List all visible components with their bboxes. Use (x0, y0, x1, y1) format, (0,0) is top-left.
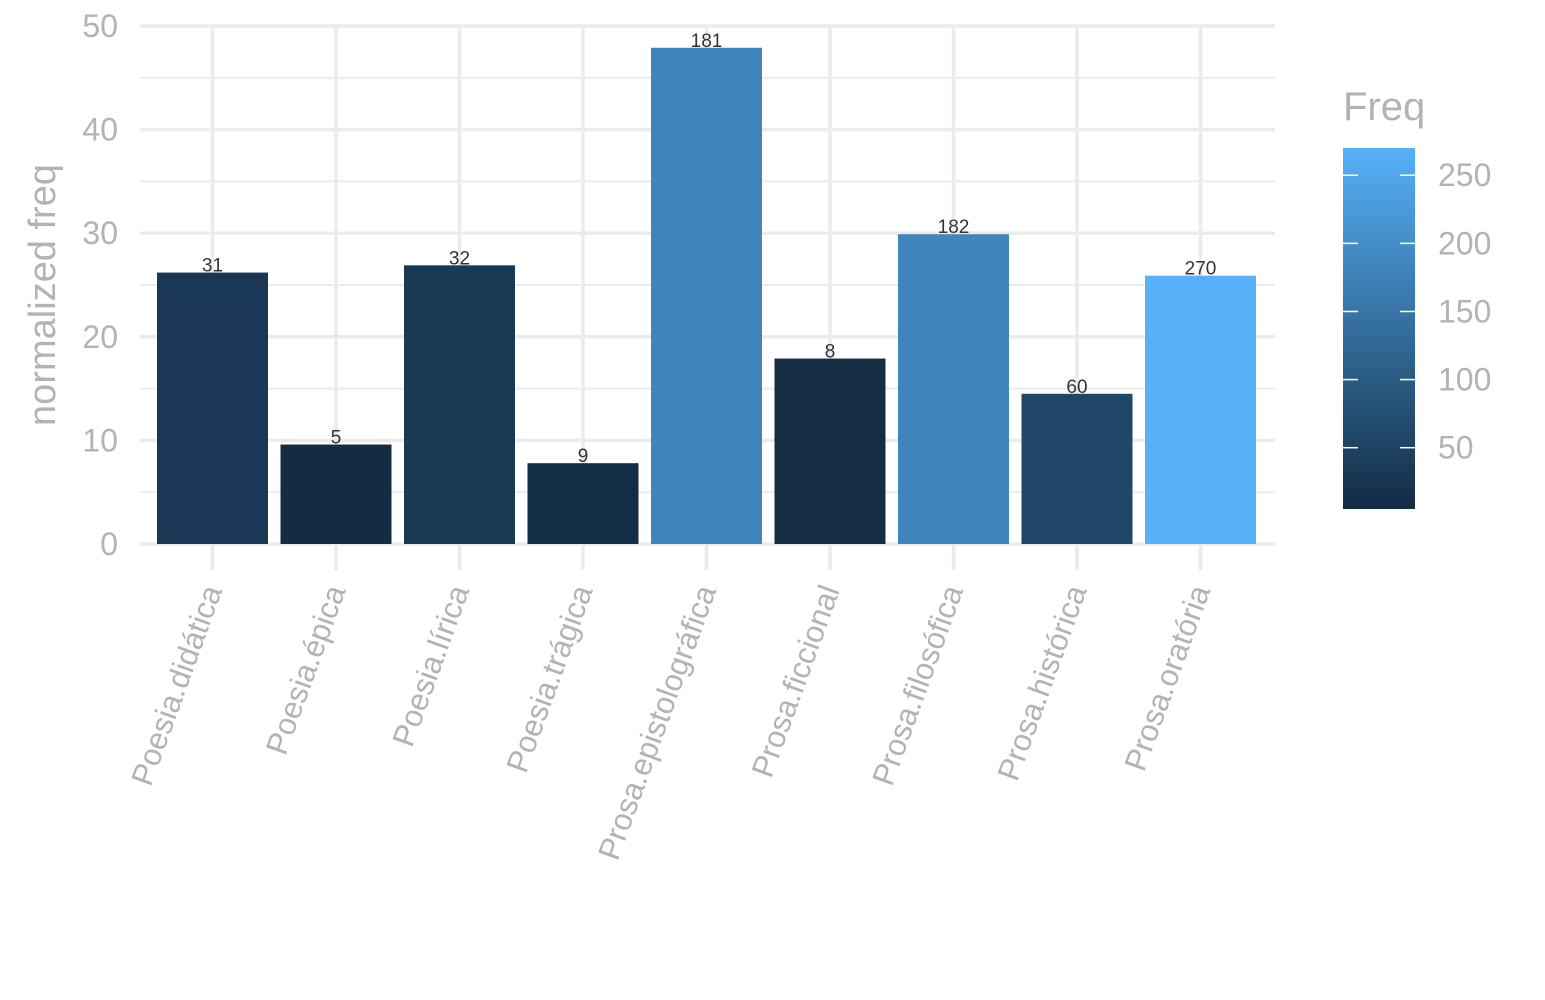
y-tick-label: 20 (82, 319, 118, 355)
bar (280, 444, 392, 544)
x-axis-ticks: Poesia.didática Poesia.épica Poesia.lírica… (124, 580, 1217, 865)
bar-value-label: 31 (202, 256, 223, 277)
legend: Freq 50 100 150 200 250 (1343, 85, 1491, 509)
bar-value-label: 5 (331, 428, 342, 449)
legend-tick-label: 150 (1438, 293, 1491, 329)
x-tick-label: Poesia.épica (259, 580, 353, 759)
x-tick-label: Poesia.didática (124, 580, 229, 790)
bars (157, 47, 1256, 544)
y-tick-label: 0 (100, 526, 118, 562)
bar-labels: 31 5 32 9 181 8 182 60 270 (202, 31, 1216, 467)
bar (1145, 275, 1256, 544)
legend-colorbar (1343, 148, 1415, 509)
bar (404, 265, 515, 544)
x-tick-label: Poesia.trágica (499, 580, 599, 777)
legend-tick-label: 100 (1438, 362, 1491, 398)
bar-value-label: 270 (1185, 259, 1217, 280)
x-tick-label: Prosa.epistolográfica (591, 580, 723, 865)
x-tick-label: Prosa.oratória (1118, 580, 1218, 776)
x-tick-label: Prosa.ficcional (745, 580, 847, 781)
bar (157, 272, 268, 544)
legend-tick-label: 250 (1438, 157, 1491, 193)
y-axis-title: normalized freq (22, 164, 64, 426)
legend-ticks: 50 100 150 200 250 (1343, 157, 1491, 466)
y-axis-ticks: 0 10 20 30 40 50 (82, 8, 118, 562)
bar-value-label: 181 (691, 31, 723, 52)
y-tick-label: 30 (82, 215, 118, 251)
bar-value-label: 9 (578, 446, 589, 467)
x-tick-label: Poesia.lírica (385, 580, 476, 751)
legend-title: Freq (1343, 85, 1425, 129)
legend-tick-label: 50 (1438, 430, 1474, 466)
bar (898, 234, 1009, 544)
y-tick-label: 50 (82, 8, 118, 44)
x-tick-label: Prosa.filosófica (865, 580, 970, 790)
bar (1021, 393, 1133, 544)
bar (651, 47, 762, 544)
y-tick-label: 10 (82, 422, 118, 458)
x-tick-label: Prosa.histórica (991, 580, 1094, 785)
bar (527, 463, 639, 544)
bar-value-label: 32 (449, 248, 470, 269)
bar (774, 358, 886, 544)
y-tick-label: 40 (82, 112, 118, 148)
legend-tick-label: 200 (1438, 225, 1491, 261)
bar-value-label: 182 (938, 217, 970, 238)
bar-value-label: 8 (825, 342, 836, 363)
bar-value-label: 60 (1066, 377, 1087, 398)
